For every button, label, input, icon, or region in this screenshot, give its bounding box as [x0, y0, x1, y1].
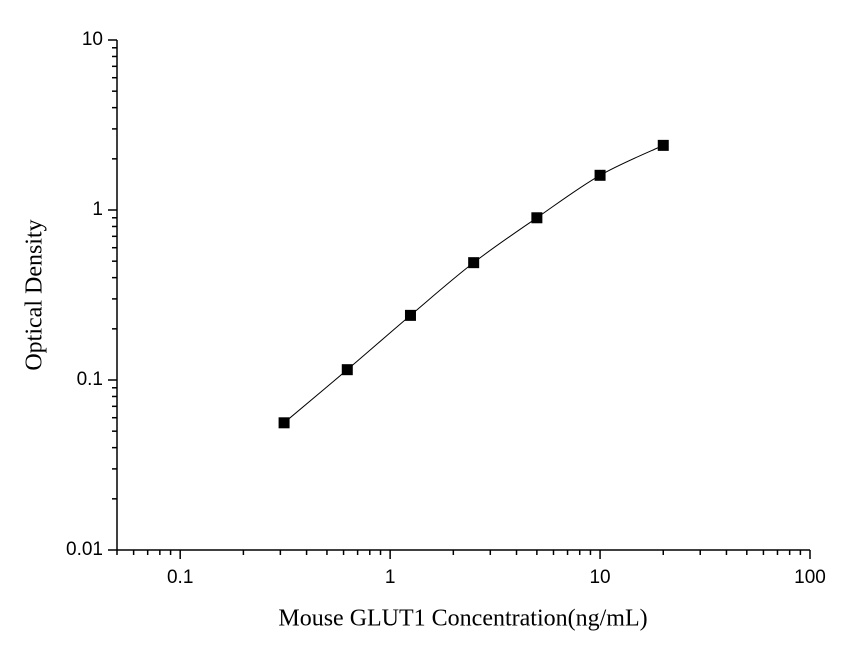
data-point	[594, 169, 606, 181]
data-point	[341, 364, 353, 376]
x-tick-label: 0.1	[167, 567, 193, 588]
y-tick-label: 10	[82, 29, 103, 50]
y-axis-label: Optical Density	[22, 219, 48, 370]
x-tick-label: 100	[794, 567, 826, 588]
fit-curve	[283, 144, 664, 424]
data-point	[404, 309, 416, 321]
data-point	[278, 417, 290, 429]
x-tick-label: 1	[385, 567, 396, 588]
data-point	[657, 139, 669, 151]
data-point	[468, 257, 480, 269]
data-point	[531, 212, 543, 224]
x-axis-label: Mouse GLUT1 Concentration(ng/mL)	[278, 606, 647, 632]
y-tick-label: 0.01	[66, 539, 103, 560]
y-tick-label: 0.1	[77, 369, 103, 390]
x-tick-label: 10	[589, 567, 610, 588]
y-tick-label: 1	[92, 199, 103, 220]
